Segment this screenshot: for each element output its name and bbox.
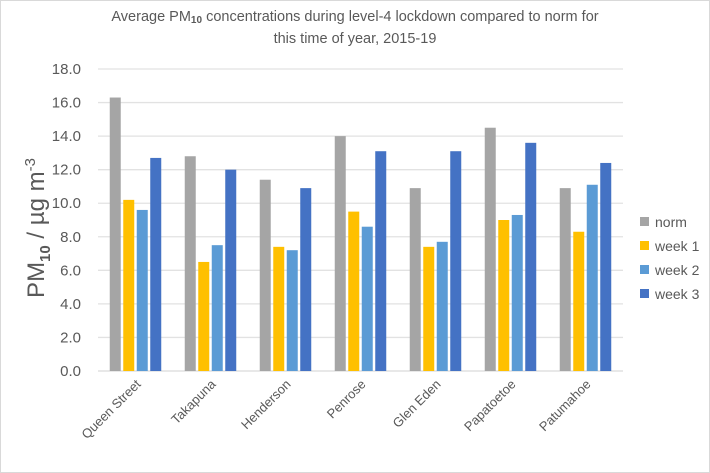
bar-week-2 (136, 209, 148, 371)
x-category-label: Papatoetoe (461, 377, 519, 435)
bar-week-2 (211, 245, 223, 371)
legend-label: norm (655, 214, 687, 230)
bar-norm (559, 188, 571, 371)
bars (109, 97, 612, 372)
bar-week-1 (423, 246, 435, 371)
x-axis-categories: Queen Street Takapuna Henderson Penrose Glen… (78, 376, 593, 442)
bar-norm (109, 97, 121, 372)
bar-week-3 (225, 169, 237, 371)
legend-label: week 2 (654, 262, 700, 278)
legend-swatch-norm (640, 217, 649, 226)
bar-week-1 (123, 199, 135, 371)
bar-week-3 (150, 157, 162, 371)
bar-norm (484, 127, 496, 371)
bar-week-2 (436, 241, 448, 371)
legend-swatch-week-3 (640, 289, 649, 298)
chart-title-line-2: this time of year, 2015-19 (273, 31, 437, 47)
y-label-superscript: -3 (22, 158, 39, 171)
y-tick-label: 6.0 (60, 262, 81, 279)
x-category-label: Henderson (238, 377, 294, 433)
y-tick-label: 12.0 (52, 162, 81, 179)
bar-norm (259, 179, 271, 371)
chart-title-line-1: Average PM10 concentrations during level… (0, 8, 710, 30)
bar-week-1 (498, 220, 510, 371)
x-category-label: Glen Eden (390, 377, 444, 431)
bar-week-1 (573, 231, 585, 371)
y-label-mid: / µg m (23, 171, 50, 245)
chart-title: Average PM10 concentrations during level… (0, 8, 710, 49)
title-text-pre: Average PM (111, 9, 191, 25)
bar-week-3 (525, 142, 537, 371)
y-tick-label: 0.0 (60, 363, 81, 380)
legend-label: week 3 (654, 286, 700, 302)
y-tick-label: 14.0 (52, 128, 81, 145)
bar-norm (334, 136, 346, 371)
bar-week-3 (600, 162, 612, 371)
title-text-post: concentrations during level-4 lockdown c… (202, 9, 599, 25)
gridlines (98, 68, 623, 372)
bar-week-1 (273, 246, 285, 371)
bar-week-1 (348, 211, 360, 371)
x-category-label: Takapuna (168, 376, 219, 427)
legend-swatch-week-2 (640, 265, 649, 274)
y-tick-label: 2.0 (60, 329, 81, 346)
bar-week-3 (300, 188, 312, 371)
y-axis-label: PM10 / µg m-3 (22, 158, 54, 298)
y-tick-label: 16.0 (52, 95, 81, 112)
x-category-label: Queen Street (78, 376, 144, 442)
bar-week-2 (586, 184, 598, 371)
y-tick-label: 8.0 (60, 229, 81, 246)
bar-week-2 (361, 226, 373, 371)
x-category-label: Patumahoe (536, 377, 594, 435)
y-label-pre: PM (23, 262, 50, 298)
y-label-subscript: 10 (37, 245, 54, 262)
title-subscript: 10 (190, 15, 203, 26)
legend: norm week 1 week 2 week 3 (640, 214, 700, 302)
bar-week-3 (450, 151, 462, 371)
y-tick-label: 10.0 (52, 195, 81, 212)
legend-label: week 1 (654, 238, 700, 254)
legend-swatch-week-1 (640, 241, 649, 250)
bar-week-3 (375, 151, 387, 371)
bar-week-2 (286, 250, 298, 371)
bar-norm (184, 156, 196, 371)
y-tick-label: 4.0 (60, 296, 81, 313)
y-axis-ticks: 0.0 2.0 4.0 6.0 8.0 10.0 12.0 14.0 16.0 18.0 (52, 61, 81, 380)
y-tick-label: 18.0 (52, 61, 81, 78)
bar-norm (409, 188, 421, 371)
bar-week-2 (511, 214, 523, 371)
bar-week-1 (198, 261, 210, 371)
x-category-label: Penrose (324, 377, 369, 422)
